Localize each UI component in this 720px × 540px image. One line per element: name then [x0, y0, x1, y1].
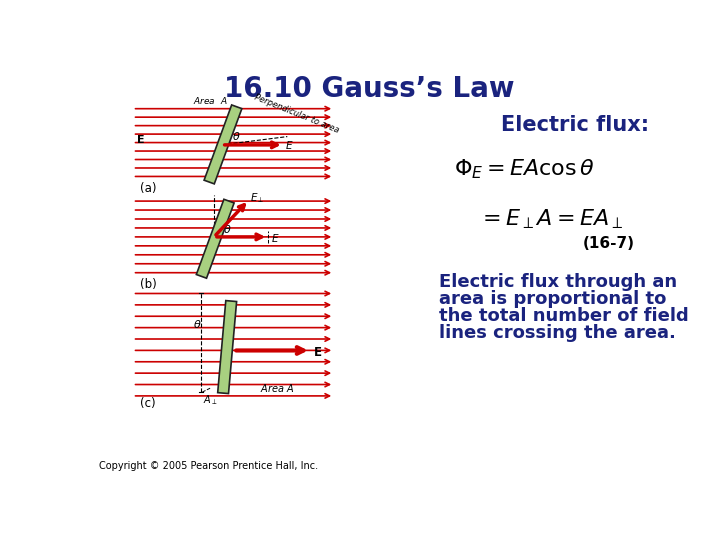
- Text: $\theta$: $\theta$: [232, 131, 240, 143]
- Text: Electric flux through an: Electric flux through an: [438, 273, 677, 291]
- Text: $\theta$: $\theta$: [193, 318, 202, 329]
- Text: Electric flux:: Electric flux:: [500, 115, 649, 135]
- Text: (c): (c): [140, 397, 156, 410]
- Text: Copyright © 2005 Pearson Prentice Hall, Inc.: Copyright © 2005 Pearson Prentice Hall, …: [99, 461, 318, 471]
- Text: $A_\perp$: $A_\perp$: [203, 393, 218, 407]
- Text: (a): (a): [140, 182, 157, 195]
- Text: (16-7): (16-7): [583, 236, 635, 251]
- Text: $\theta$: $\theta$: [222, 223, 231, 235]
- Text: $\Phi_E = EA\cos\theta$: $\Phi_E = EA\cos\theta$: [454, 157, 595, 180]
- Text: lines crossing the area.: lines crossing the area.: [438, 323, 675, 341]
- Text: Area  $A$: Area $A$: [193, 96, 228, 106]
- Text: area is proportional to: area is proportional to: [438, 289, 666, 308]
- Polygon shape: [204, 105, 242, 184]
- Text: $E$: $E$: [285, 139, 294, 151]
- Text: $E_\perp$: $E_\perp$: [251, 192, 265, 205]
- Polygon shape: [197, 199, 234, 278]
- Text: Area $A$: Area $A$: [261, 382, 294, 394]
- Text: 16.10 Gauss’s Law: 16.10 Gauss’s Law: [224, 75, 514, 103]
- Text: the total number of field: the total number of field: [438, 307, 688, 325]
- Text: (b): (b): [140, 278, 157, 291]
- Text: $= E_{\perp}A = EA_{\perp}$: $= E_{\perp}A = EA_{\perp}$: [477, 207, 623, 231]
- Polygon shape: [217, 301, 237, 394]
- Text: $\mathbf{E}$: $\mathbf{E}$: [313, 346, 323, 359]
- Text: $\mathbf{E}$: $\mathbf{E}$: [137, 133, 145, 145]
- Text: $E$: $E$: [271, 232, 279, 245]
- Text: Perpendicular to area: Perpendicular to area: [253, 92, 340, 134]
